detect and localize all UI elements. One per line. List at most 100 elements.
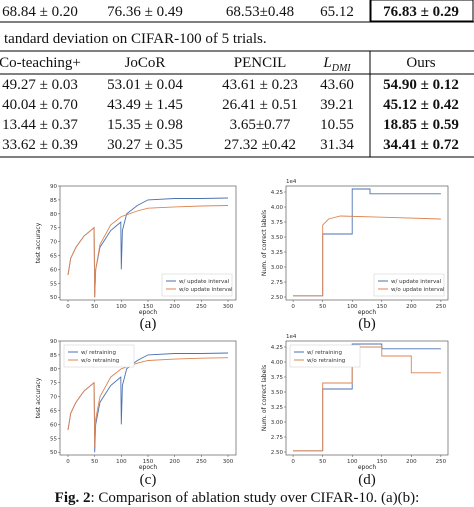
- table-cell: 68.53±0.48: [226, 4, 294, 20]
- table-cell: 43.60: [320, 77, 354, 93]
- y-tick-label: 75: [50, 381, 57, 387]
- legend-label: w/ update interval: [179, 279, 230, 285]
- x-tick-label: 300: [223, 304, 234, 310]
- highlight-box: [370, 0, 474, 22]
- y-tick-label: 70: [50, 240, 57, 246]
- y-tick-label: 3.00: [271, 420, 284, 426]
- table-cell: 39.21: [320, 97, 354, 113]
- y-tick-label: 80: [50, 212, 57, 218]
- y-tick-label: 4.25: [271, 190, 284, 196]
- x-axis-label: epoch: [358, 464, 376, 471]
- y-tick-label: 85: [50, 198, 57, 204]
- table-cell: 53.01 ± 0.04: [107, 77, 183, 93]
- table-caption: tandard deviation on CIFAR-100 of 5 tria…: [4, 31, 267, 47]
- x-axis-label: epoch: [358, 309, 376, 316]
- y-axis-label: Num. of correct labels: [261, 210, 268, 276]
- table-cell: 68.84 ± 0.20: [2, 4, 78, 20]
- table-cell: 76.36 ± 0.49: [107, 4, 183, 20]
- series-line: [293, 215, 441, 297]
- table-cell: 10.55: [320, 117, 354, 133]
- x-tick-label: 300: [223, 459, 234, 465]
- x-tick-label: 0: [291, 304, 295, 310]
- cell-symbol: L: [322, 55, 331, 71]
- legend-label: w/o retraining: [81, 358, 119, 364]
- legend-box: [63, 344, 135, 368]
- table-cell: 54.90 ± 0.12: [383, 77, 459, 93]
- table-cell: LDMI: [322, 55, 351, 74]
- y-tick-label: 3.00: [271, 265, 284, 271]
- table-cell: 65.12: [320, 4, 354, 20]
- x-tick-label: 0: [66, 459, 70, 465]
- table-cell: 3.65±0.77: [230, 117, 291, 133]
- table-cell: Ours: [406, 55, 435, 71]
- y-tick-label: 3.25: [271, 405, 284, 411]
- y-tick-label: 55: [50, 436, 57, 442]
- table-cell: 15.35 ± 0.98: [107, 117, 183, 133]
- table-cell: 34.41 ± 0.72: [383, 137, 459, 153]
- legend-label: w/o update interval: [179, 287, 233, 293]
- y-tick-label: 2.75: [271, 280, 284, 286]
- x-tick-label: 0: [66, 304, 70, 310]
- table-cell: 43.49 ± 1.45: [107, 97, 183, 113]
- y-tick-label: 50: [50, 295, 57, 301]
- y-tick-label: 3.75: [271, 375, 284, 381]
- y-axis-label: Num. of correct labels: [261, 365, 268, 431]
- legend-label: w/ retraining: [307, 350, 342, 356]
- y-tick-label: 75: [50, 226, 57, 232]
- x-tick-label: 150: [143, 459, 154, 465]
- x-tick-label: 200: [406, 459, 417, 465]
- table-cell: 43.61 ± 0.23: [222, 77, 298, 93]
- y-tick-label: 4.25: [271, 345, 284, 351]
- legend-label: w/o update interval: [391, 287, 445, 293]
- series-line: [293, 346, 441, 452]
- y-tick-label: 2.50: [271, 450, 284, 456]
- caption-label: Fig. 2: [55, 490, 91, 506]
- y-tick-label: 80: [50, 367, 57, 373]
- legend-box: [373, 273, 445, 297]
- y-tick-label: 50: [50, 450, 57, 456]
- table-cell: Co-teaching+: [0, 55, 81, 71]
- y-tick-label: 90: [50, 184, 57, 190]
- table-cell: 49.27 ± 0.03: [2, 77, 78, 93]
- x-tick-label: 150: [377, 304, 388, 310]
- y-tick-label: 3.75: [271, 220, 284, 226]
- y-tick-label: 55: [50, 281, 57, 287]
- subfigure-caption: (b): [358, 316, 376, 332]
- y-axis-label: test accuracy: [35, 222, 42, 263]
- y-tick-label: 85: [50, 353, 57, 359]
- table-cell: 40.04 ± 0.70: [2, 97, 78, 113]
- table-cell: 27.32 ±0.42: [224, 137, 296, 153]
- table-cell: 26.41 ± 0.51: [222, 97, 298, 113]
- x-tick-label: 200: [169, 459, 180, 465]
- x-tick-label: 100: [116, 459, 127, 465]
- x-tick-label: 50: [91, 459, 98, 465]
- y-tick-label: 70: [50, 395, 57, 401]
- series-line: [67, 205, 229, 298]
- y-tick-label: 3.50: [271, 390, 284, 396]
- x-tick-label: 250: [196, 304, 207, 310]
- table-cell: JoCoR: [125, 55, 166, 71]
- y-axis-label: test accuracy: [35, 377, 42, 418]
- figure-caption: Fig. 2: Comparison of ablation study ove…: [55, 490, 420, 506]
- table-cell: 18.85 ± 0.59: [383, 117, 459, 133]
- x-tick-label: 250: [436, 459, 447, 465]
- legend-label: w/o retraining: [307, 358, 345, 364]
- table-cell: 31.34: [320, 137, 354, 153]
- legend-label: w/ update interval: [391, 279, 442, 285]
- y-tick-label: 65: [50, 254, 57, 260]
- table-cell: 76.83 ± 0.29: [383, 4, 459, 20]
- offset-label: 1e4: [286, 334, 297, 340]
- y-tick-label: 60: [50, 267, 57, 273]
- caption-text: : Comparison of ablation study over CIFA…: [91, 490, 420, 506]
- legend-box: [161, 273, 233, 297]
- x-tick-label: 250: [196, 459, 207, 465]
- x-tick-label: 50: [91, 304, 98, 310]
- y-tick-label: 90: [50, 339, 57, 345]
- table-cell: 33.62 ± 0.39: [2, 137, 78, 153]
- x-tick-label: 150: [377, 459, 388, 465]
- x-tick-label: 250: [436, 304, 447, 310]
- y-tick-label: 3.25: [271, 250, 284, 256]
- x-tick-label: 0: [291, 459, 295, 465]
- x-tick-label: 100: [347, 459, 358, 465]
